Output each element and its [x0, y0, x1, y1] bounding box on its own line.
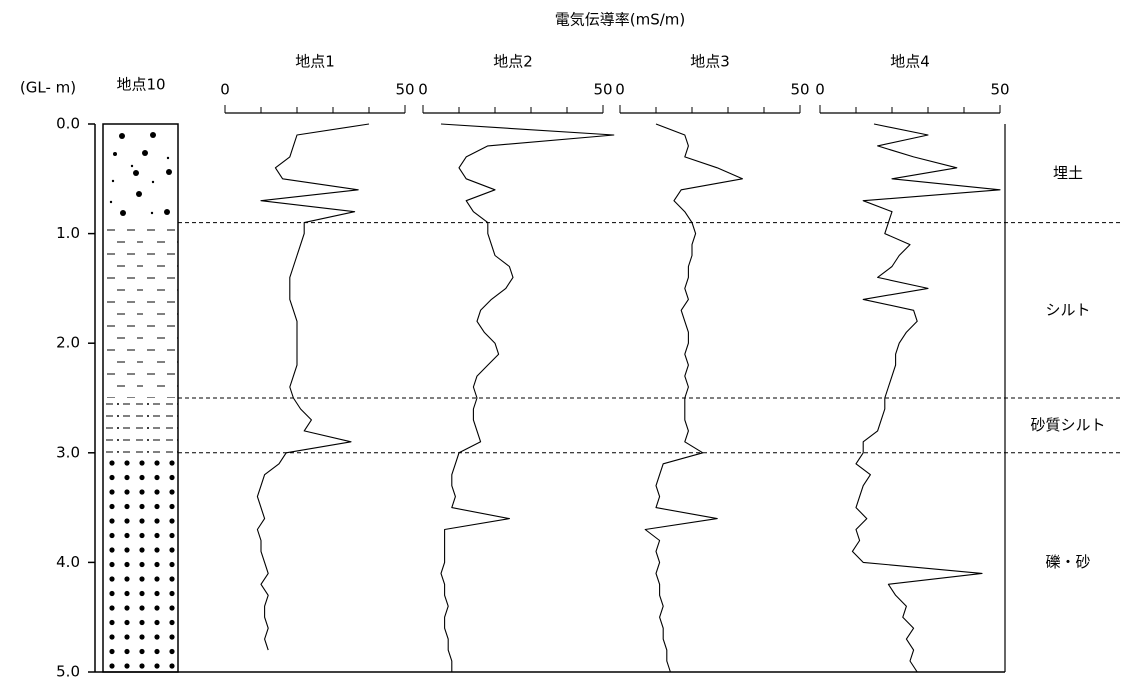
x-tick-label: 0: [615, 81, 625, 99]
series-label: 地点1: [295, 53, 335, 71]
x-tick-label: 50: [790, 81, 809, 99]
y-tick-label: 3.0: [56, 443, 80, 461]
layer-label: 埋土: [1053, 164, 1083, 182]
layer-label: 砂質シルト: [1030, 416, 1105, 434]
x-tick-label: 50: [395, 81, 414, 99]
series-label: 地点3: [690, 53, 730, 71]
conductivity-line: [257, 124, 369, 650]
layer-label: 礫・砂: [1045, 553, 1090, 571]
lithology-label: 地点10: [116, 76, 165, 94]
page: 電気伝導率(mS/m) (GL- m) 地点10 0.01.02.03.04.0…: [0, 0, 1128, 678]
layer-label: シルト: [1045, 301, 1090, 319]
y-axis-label: (GL- m): [20, 79, 76, 97]
y-tick-label: 2.0: [56, 334, 80, 352]
y-tick-label: 0.0: [56, 115, 80, 133]
lithology-layer: [103, 124, 178, 223]
series-label: 地点2: [493, 53, 533, 71]
x-tick-label: 0: [418, 81, 428, 99]
lithology-layer: [103, 453, 178, 672]
y-tick-label: 1.0: [56, 224, 80, 242]
chart: 電気伝導率(mS/m) (GL- m) 地点10 0.01.02.03.04.0…: [0, 0, 1128, 678]
lithology-layer: [103, 398, 178, 453]
x-tick-label: 0: [815, 81, 825, 99]
chart-title: 電気伝導率(mS/m): [555, 11, 686, 29]
x-tick-label: 50: [593, 81, 612, 99]
x-tick-label: 0: [220, 81, 230, 99]
y-tick-label: 4.0: [56, 553, 80, 571]
y-tick-label: 5.0: [56, 663, 80, 678]
x-tick-label: 50: [990, 81, 1009, 99]
series-label: 地点4: [890, 53, 930, 71]
lithology-layer: [103, 223, 178, 398]
